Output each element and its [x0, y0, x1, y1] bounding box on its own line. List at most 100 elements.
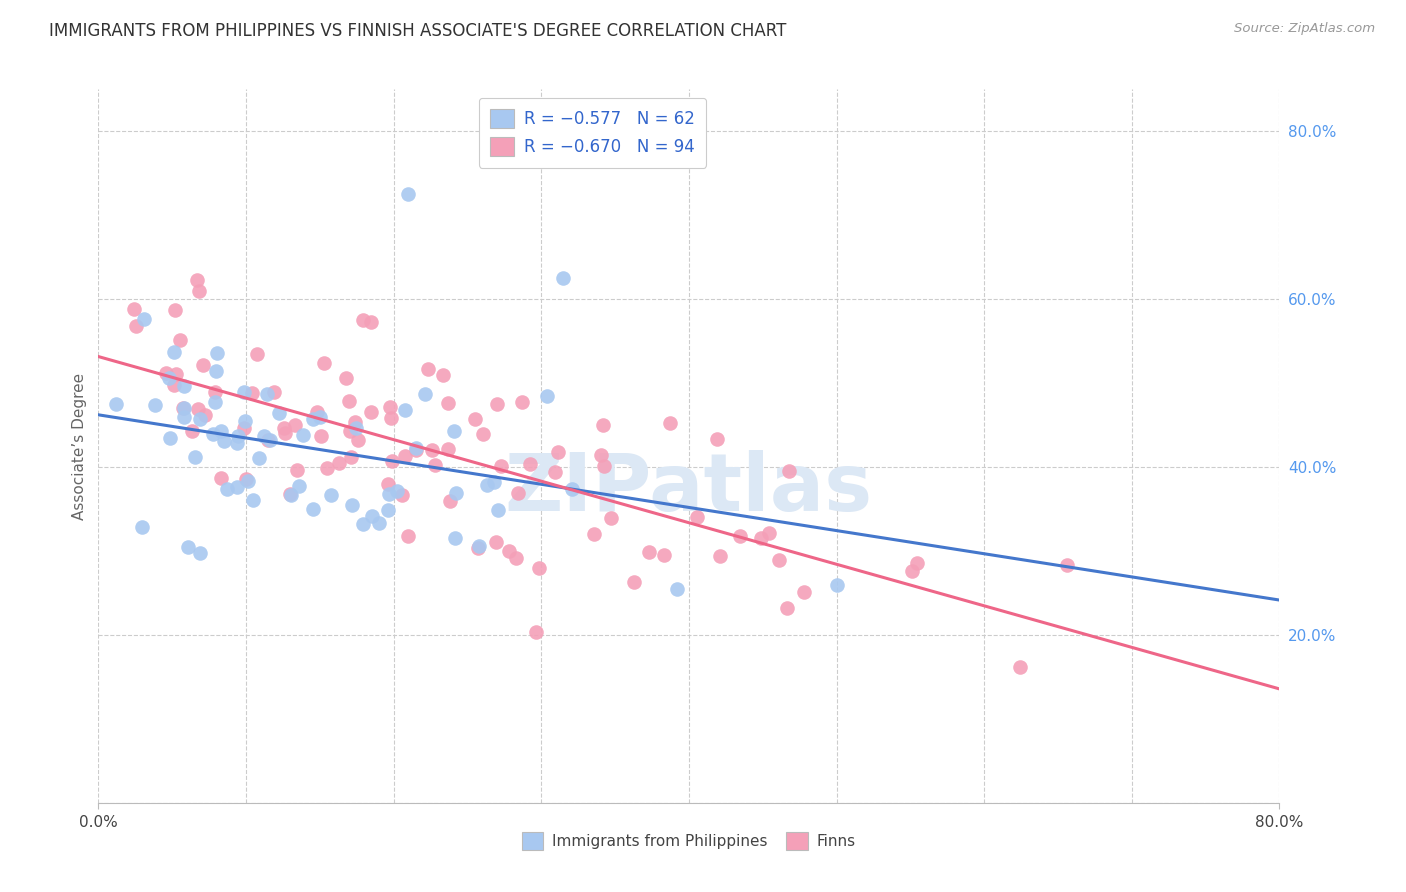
Point [165, 303, 187, 318]
Point [344, 421, 367, 435]
Point [418, 362, 440, 376]
Point [444, 486, 467, 500]
Point [905, 556, 928, 570]
Point [385, 484, 408, 499]
Point [226, 435, 249, 450]
Point [488, 503, 510, 517]
Point [347, 433, 370, 447]
Point [749, 532, 772, 546]
Point [257, 433, 280, 447]
Point [793, 584, 815, 599]
Point [768, 553, 790, 567]
Point [233, 420, 256, 434]
Point [183, 450, 205, 464]
Point [202, 426, 225, 441]
Point [360, 404, 382, 418]
Point [309, 429, 332, 443]
Point [263, 385, 285, 400]
Point [309, 410, 332, 425]
Point [274, 426, 297, 441]
Point [394, 450, 416, 464]
Point [472, 427, 495, 442]
Point [122, 301, 145, 316]
Point [360, 315, 382, 329]
Point [259, 434, 281, 448]
Point [163, 378, 186, 392]
Point [233, 413, 256, 427]
Point [181, 424, 204, 438]
Point [188, 546, 211, 560]
Point [307, 405, 329, 419]
Point [240, 386, 263, 401]
Point [217, 482, 239, 496]
Point [437, 396, 460, 410]
Point [131, 520, 153, 534]
Point [193, 358, 215, 372]
Point [173, 401, 195, 416]
Point [524, 625, 547, 640]
Point [157, 371, 180, 385]
Point [505, 551, 527, 566]
Point [209, 424, 232, 438]
Point [391, 487, 413, 501]
Point [439, 493, 461, 508]
Y-axis label: Associate’s Degree: Associate’s Degree [72, 373, 87, 519]
Point [125, 319, 148, 334]
Point [302, 501, 325, 516]
Point [686, 510, 709, 524]
Point [623, 574, 645, 589]
Point [292, 428, 315, 442]
Point [247, 451, 270, 466]
Point [316, 461, 339, 475]
Point [380, 410, 402, 425]
Point [335, 371, 357, 385]
Point [267, 406, 290, 420]
Point [706, 433, 728, 447]
Point [163, 345, 186, 359]
Point [600, 511, 623, 525]
Point [132, 312, 155, 326]
Point [444, 531, 467, 545]
Point [352, 516, 374, 531]
Point [561, 482, 583, 496]
Point [278, 487, 301, 501]
Point [489, 459, 512, 474]
Point [228, 429, 250, 443]
Point [280, 487, 302, 501]
Point [340, 450, 363, 464]
Point [204, 394, 226, 409]
Point [405, 443, 427, 458]
Point [583, 527, 606, 541]
Point [212, 434, 235, 449]
Point [553, 271, 575, 285]
Point [482, 475, 505, 490]
Point [340, 499, 363, 513]
Point [256, 387, 278, 401]
Point [485, 535, 508, 549]
Point [536, 389, 558, 403]
Point [398, 187, 420, 202]
Point [143, 398, 166, 412]
Point [188, 412, 211, 426]
Point [288, 479, 311, 493]
Point [510, 395, 533, 409]
Point [432, 368, 454, 382]
Point [204, 385, 226, 400]
Point [273, 421, 295, 435]
Point [165, 368, 187, 382]
Point [758, 526, 780, 541]
Point [104, 397, 127, 411]
Point [498, 543, 520, 558]
Point [467, 541, 489, 556]
Point [666, 582, 689, 597]
Point [486, 397, 509, 411]
Point [253, 429, 276, 443]
Point [177, 540, 200, 554]
Point [155, 367, 177, 381]
Point [423, 458, 446, 472]
Point [377, 476, 399, 491]
Point [415, 387, 437, 401]
Point [467, 539, 489, 553]
Point [328, 456, 350, 470]
Point [188, 284, 211, 298]
